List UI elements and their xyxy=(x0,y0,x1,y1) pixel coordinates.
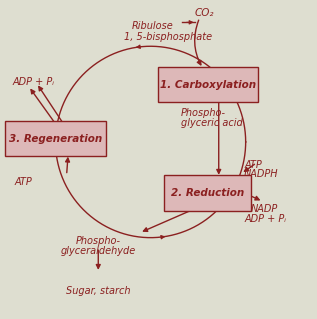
Text: 1, 5-bisphosphate: 1, 5-bisphosphate xyxy=(124,32,212,42)
Text: Sugar, starch: Sugar, starch xyxy=(66,286,131,295)
FancyBboxPatch shape xyxy=(158,67,258,102)
FancyBboxPatch shape xyxy=(164,175,251,211)
FancyBboxPatch shape xyxy=(5,121,106,157)
Text: Phospho-: Phospho- xyxy=(76,236,121,246)
Text: ATP: ATP xyxy=(244,160,262,169)
Text: NADP: NADP xyxy=(250,204,278,214)
Text: 3. Regeneration: 3. Regeneration xyxy=(9,134,102,144)
Text: ADP + Pᵢ: ADP + Pᵢ xyxy=(13,77,55,86)
Text: CO₂: CO₂ xyxy=(195,8,215,18)
Text: ATP: ATP xyxy=(14,177,32,187)
Text: 2. Reduction: 2. Reduction xyxy=(171,188,244,198)
Text: Phospho-: Phospho- xyxy=(181,108,226,118)
Text: Ribulose: Ribulose xyxy=(132,21,173,31)
Text: glyceraldehyde: glyceraldehyde xyxy=(61,246,136,256)
Text: 1. Carboxylation: 1. Carboxylation xyxy=(159,79,256,90)
Text: ADP + Pᵢ: ADP + Pᵢ xyxy=(244,214,286,224)
Text: glyceric acid: glyceric acid xyxy=(181,118,243,128)
Text: NADPH: NADPH xyxy=(244,169,279,179)
